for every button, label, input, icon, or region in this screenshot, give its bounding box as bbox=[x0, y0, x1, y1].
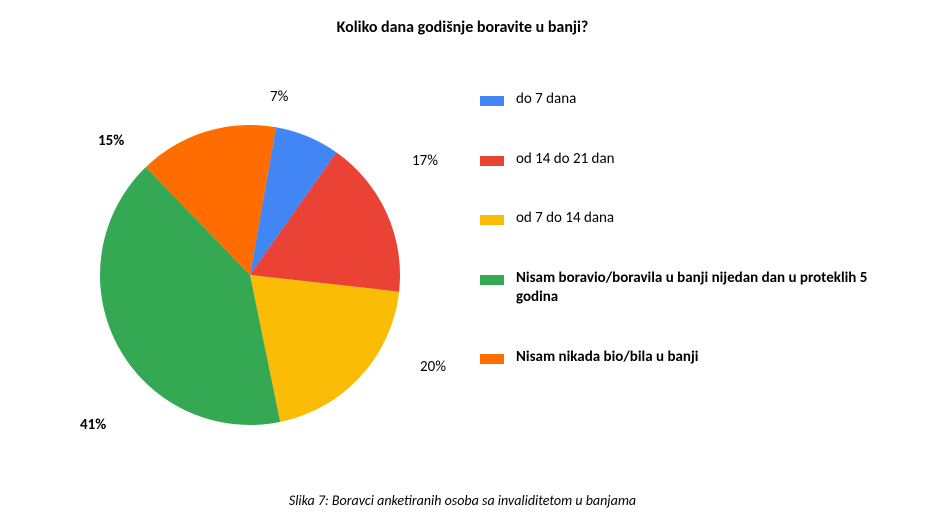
legend-item: Nisam boravio/boravila u banji nijedan d… bbox=[480, 269, 900, 308]
legend-swatch bbox=[480, 354, 504, 364]
legend-swatch bbox=[480, 96, 504, 106]
legend-label: Nisam boravio/boravila u banji nijedan d… bbox=[516, 269, 900, 308]
legend-item: do 7 dana bbox=[480, 90, 900, 110]
chart-caption: Slika 7: Boravci anketiranih osoba sa in… bbox=[0, 492, 925, 509]
legend-swatch bbox=[480, 215, 504, 225]
pie-data-label: 41% bbox=[80, 416, 106, 434]
legend: do 7 dana od 14 do 21 dan od 7 do 14 dana N… bbox=[480, 90, 900, 407]
legend-label: od 7 do 14 dana bbox=[516, 209, 614, 229]
legend-label: Nisam nikada bio/bila u banji bbox=[516, 348, 698, 368]
legend-swatch bbox=[480, 156, 504, 166]
chart-container: Koliko dana godišnje boravite u banji? 7… bbox=[0, 0, 925, 521]
pie-data-label: 15% bbox=[98, 132, 124, 150]
chart-title: Koliko dana godišnje boravite u banji? bbox=[0, 18, 925, 37]
legend-label: do 7 dana bbox=[516, 90, 576, 110]
legend-item: Nisam nikada bio/bila u banji bbox=[480, 348, 900, 368]
pie-data-label: 7% bbox=[270, 88, 288, 106]
legend-item: od 7 do 14 dana bbox=[480, 209, 900, 229]
legend-item: od 14 do 21 dan bbox=[480, 150, 900, 170]
pie-data-label: 17% bbox=[412, 152, 438, 170]
legend-label: od 14 do 21 dan bbox=[516, 150, 615, 170]
pie-area: 7% 17% 20% 41% 15% bbox=[40, 60, 460, 460]
pie-data-label: 20% bbox=[420, 358, 446, 376]
legend-swatch bbox=[480, 275, 504, 285]
pie-svg bbox=[40, 60, 460, 460]
